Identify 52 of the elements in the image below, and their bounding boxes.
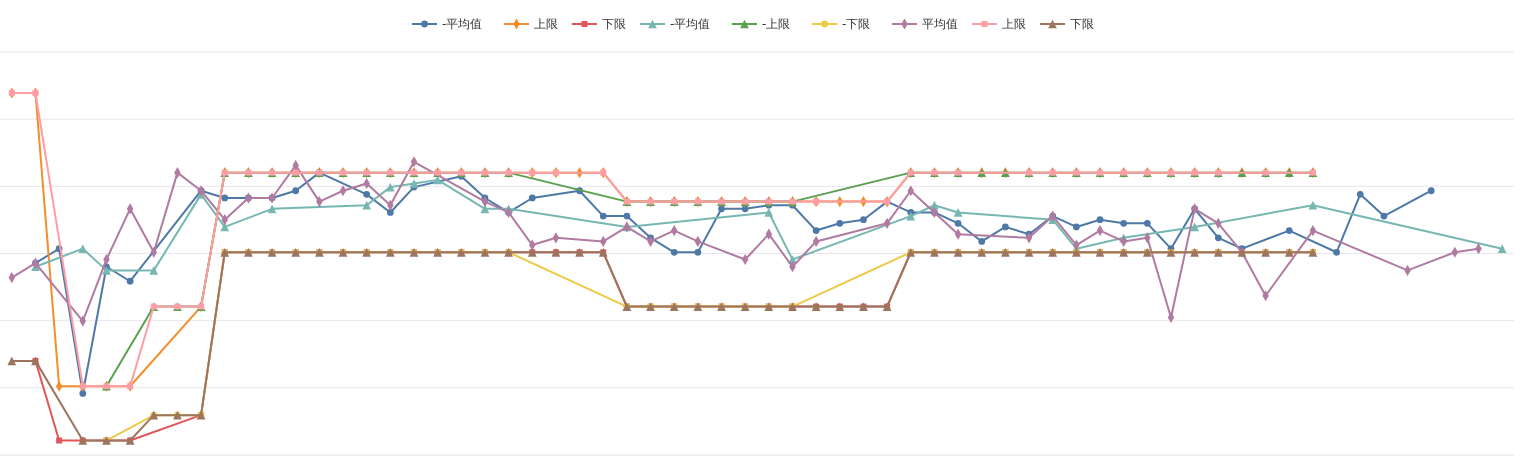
point (599, 212, 607, 220)
point (1214, 234, 1222, 242)
point (7, 356, 17, 366)
point (267, 204, 277, 214)
point (362, 200, 372, 210)
point (812, 227, 820, 234)
point (221, 194, 229, 202)
point (363, 190, 371, 198)
legend-label: 上限 (1002, 17, 1026, 32)
point (836, 219, 844, 227)
point (1002, 223, 1009, 231)
legend-label: -上限 (762, 17, 791, 32)
point (56, 437, 63, 444)
point (409, 179, 419, 188)
legend-label: -平均值 (442, 17, 483, 32)
point (764, 208, 774, 217)
legend-label: 平均值 (922, 17, 958, 32)
point (694, 248, 702, 256)
point (126, 277, 134, 285)
point (528, 194, 536, 202)
point (1120, 219, 1128, 227)
point (860, 216, 867, 224)
point (386, 209, 394, 216)
point (1308, 200, 1318, 210)
point (385, 182, 395, 192)
point (906, 211, 916, 221)
point (102, 266, 111, 275)
legend-label: 下限 (1070, 17, 1094, 32)
point (480, 204, 490, 214)
point (1143, 219, 1151, 227)
point (79, 390, 87, 397)
point (1190, 222, 1199, 232)
point (718, 205, 725, 213)
point (149, 266, 159, 275)
point (1096, 216, 1104, 224)
point (1427, 187, 1435, 195)
legend-label: 上限 (534, 17, 558, 32)
legend-label: -下限 (842, 17, 871, 32)
point (978, 238, 986, 245)
point (1380, 212, 1388, 220)
point (670, 248, 678, 256)
point (954, 219, 962, 227)
point (1497, 244, 1507, 254)
point (1285, 227, 1293, 234)
point (292, 187, 300, 195)
point (953, 208, 963, 217)
point (1356, 190, 1364, 198)
legend-label: -平均值 (670, 17, 711, 32)
point (1333, 248, 1340, 256)
point (1072, 223, 1080, 231)
point (623, 212, 631, 220)
legend-label: 下限 (602, 17, 626, 32)
